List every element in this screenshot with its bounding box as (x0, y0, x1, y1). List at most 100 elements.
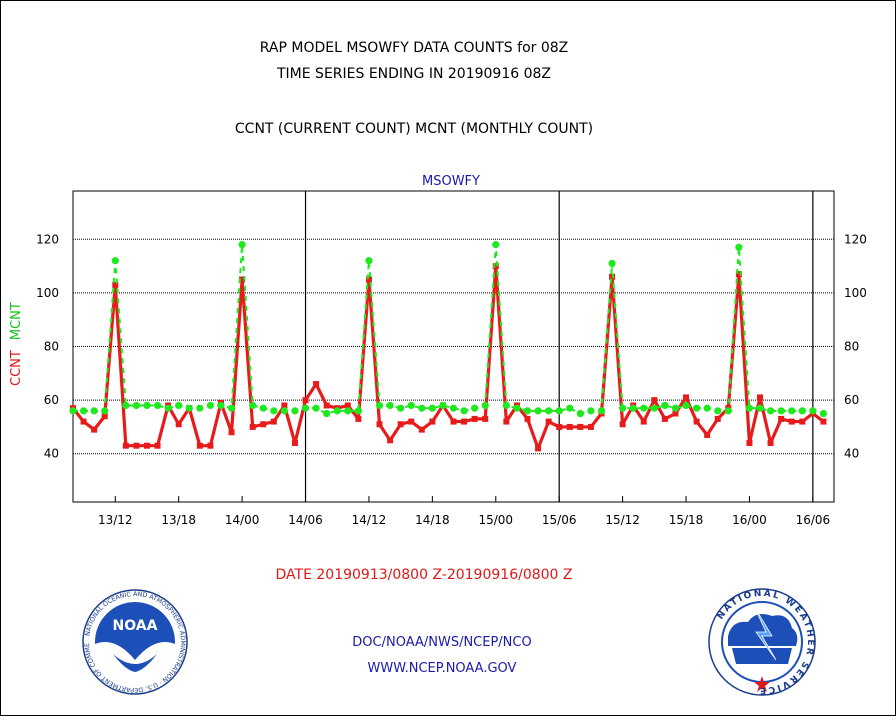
data-point-mcnt (471, 404, 479, 412)
series-mcnt (69, 241, 828, 418)
data-point-ccnt (397, 421, 404, 428)
grid-layer (73, 238, 834, 455)
y-tick-label-left: 100 (36, 286, 59, 300)
x-tick-label: 15/12 (605, 513, 640, 527)
data-point-mcnt (79, 407, 88, 415)
data-point-ccnt (122, 442, 129, 449)
data-point-ccnt (196, 442, 203, 449)
data-point-ccnt (746, 440, 753, 447)
data-point-ccnt (619, 421, 626, 428)
data-point-mcnt (545, 407, 553, 415)
data-point-ccnt (461, 418, 468, 425)
data-point-mcnt (650, 404, 658, 412)
data-point-mcnt (766, 407, 775, 415)
data-point-mcnt (619, 404, 627, 412)
data-point-mcnt (671, 404, 680, 412)
website-link[interactable]: WWW.NCEP.NOAA.GOV (368, 661, 517, 676)
title-line-1: RAP MODEL MSOWFY DATA COUNTS for 08Z (260, 40, 569, 56)
data-point-mcnt (460, 407, 468, 415)
data-point-ccnt (418, 426, 425, 433)
series-layer (69, 241, 828, 452)
data-point-ccnt (313, 381, 320, 388)
data-point-mcnt (280, 407, 288, 415)
data-point-ccnt (651, 397, 658, 404)
data-point-mcnt (397, 404, 405, 412)
data-point-ccnt (714, 415, 721, 422)
data-point-mcnt (439, 401, 447, 410)
data-point-ccnt (175, 421, 182, 428)
data-point-mcnt (428, 404, 436, 412)
x-tick-label: 14/18 (415, 513, 450, 527)
x-tick-label: 13/12 (98, 513, 133, 527)
data-point-mcnt (153, 401, 162, 410)
data-point-ccnt (640, 418, 647, 425)
x-tick-label: 14/00 (225, 513, 260, 527)
data-point-mcnt (291, 407, 299, 415)
data-point-mcnt (724, 407, 732, 415)
x-tick-label: 13/18 (161, 513, 196, 527)
data-point-ccnt (788, 418, 795, 425)
data-point-ccnt (281, 402, 288, 409)
plot-frame (72, 190, 835, 503)
data-point-mcnt (502, 401, 510, 410)
data-point-ccnt (376, 421, 383, 428)
data-point-ccnt (239, 276, 246, 283)
data-point-mcnt (175, 401, 183, 410)
data-point-ccnt (355, 415, 362, 422)
data-point-ccnt (302, 397, 309, 404)
y-axis-label-ccnt: CCNT (9, 350, 24, 386)
y-tick-label-left: 80 (44, 340, 59, 354)
data-point-mcnt (69, 407, 77, 415)
data-point-ccnt (91, 426, 98, 433)
y-tick-label-right: 100 (844, 286, 867, 300)
series-line-ccnt (71, 264, 825, 450)
data-point-ccnt (228, 429, 235, 436)
x-tick-label: 16/00 (732, 513, 767, 527)
data-point-ccnt (503, 418, 510, 425)
y-tick-label-right: 60 (844, 393, 859, 407)
data-point-mcnt (101, 407, 109, 415)
data-point-mcnt (301, 404, 310, 412)
data-point-mcnt (809, 407, 817, 415)
data-point-ccnt (344, 402, 351, 409)
y-tick-label-left: 60 (44, 393, 59, 407)
data-point-mcnt (206, 401, 215, 410)
data-point-mcnt (608, 259, 616, 267)
data-point-ccnt (207, 442, 214, 449)
data-point-mcnt (449, 404, 458, 412)
data-point-mcnt (756, 404, 764, 412)
x-tick-label: 15/00 (478, 513, 513, 527)
data-point-ccnt (429, 418, 436, 425)
noaa-logo: NOAA NATIONAL OCEANIC AND ATMOSPHERIC AD… (82, 589, 188, 695)
data-point-ccnt (545, 418, 552, 425)
data-point-mcnt (217, 401, 225, 410)
data-point-mcnt (270, 407, 278, 415)
data-point-ccnt (249, 423, 256, 430)
data-point-mcnt (259, 404, 267, 412)
data-point-mcnt (375, 401, 384, 410)
data-point-mcnt (111, 257, 119, 265)
data-point-ccnt (492, 263, 499, 270)
data-point-mcnt (227, 404, 236, 412)
data-point-ccnt (683, 394, 690, 401)
noaa-logo-text: NOAA (113, 618, 158, 634)
title-line-2: TIME SERIES ENDING IN 20190916 08Z (276, 66, 551, 82)
day-boundaries (304, 191, 814, 502)
data-point-ccnt (101, 413, 108, 420)
org-line[interactable]: DOC/NOAA/NWS/NCEP/NCO (352, 635, 531, 650)
data-point-mcnt (344, 407, 352, 415)
data-point-ccnt (471, 415, 478, 422)
data-point-mcnt (682, 401, 690, 410)
date-range: DATE 20190913/0800 Z-20190916/0800 Z (276, 567, 573, 583)
data-point-mcnt (661, 401, 669, 410)
data-point-ccnt (143, 442, 150, 449)
data-point-mcnt (132, 401, 141, 410)
data-point-mcnt (640, 404, 648, 412)
data-point-mcnt (523, 407, 532, 415)
data-point-mcnt (365, 257, 373, 265)
y-axis-label-mcnt: MCNT (9, 302, 24, 340)
x-tick-label: 14/12 (352, 513, 387, 527)
data-point-ccnt (524, 415, 531, 422)
